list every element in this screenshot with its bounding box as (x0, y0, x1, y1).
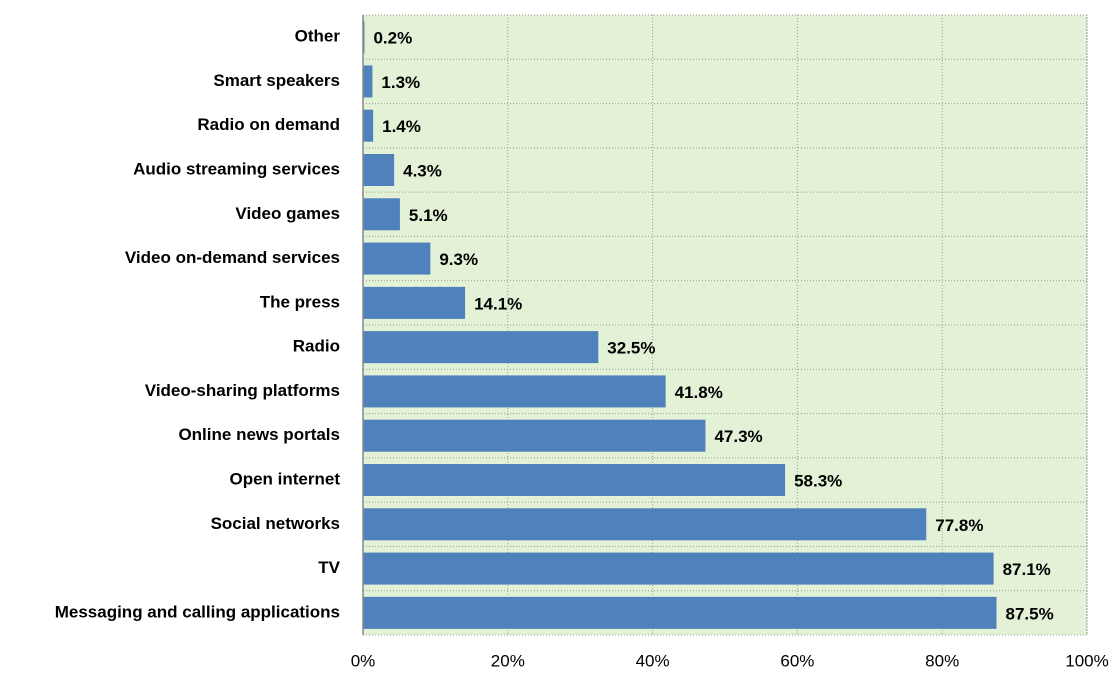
bar (363, 65, 373, 98)
category-label: The press (260, 292, 340, 311)
bar (363, 419, 706, 452)
bar (363, 198, 400, 231)
value-label: 0.2% (373, 29, 412, 48)
category-label: Radio on demand (197, 115, 340, 134)
x-tick-label: 100% (1065, 651, 1108, 670)
bar (363, 464, 786, 496)
category-label: Messaging and calling applications (55, 602, 340, 621)
bar (363, 109, 374, 142)
category-label: Video games (235, 204, 340, 223)
category-label: Online news portals (178, 425, 340, 444)
bar (363, 596, 997, 629)
category-label: TV (318, 558, 340, 577)
category-label: Other (295, 27, 341, 46)
value-label: 5.1% (409, 206, 448, 225)
bar (363, 242, 431, 275)
value-label: 77.8% (935, 516, 983, 535)
category-label: Open internet (229, 469, 340, 488)
value-label: 32.5% (607, 339, 655, 358)
value-label: 1.3% (381, 73, 420, 92)
value-label: 9.3% (439, 250, 478, 269)
bar (363, 286, 466, 319)
value-label: 47.3% (714, 427, 762, 446)
bar (363, 552, 994, 585)
category-label: Radio (293, 337, 340, 356)
x-tick-label: 40% (636, 651, 670, 670)
x-tick-label: 0% (351, 651, 376, 670)
category-label: Smart speakers (213, 71, 340, 90)
bar (363, 508, 927, 541)
category-label: Audio streaming services (133, 159, 340, 178)
value-label: 41.8% (675, 383, 723, 402)
value-label: 58.3% (794, 471, 842, 490)
value-label: 87.5% (1006, 604, 1054, 623)
value-label: 14.1% (474, 294, 522, 313)
x-tick-label: 20% (491, 651, 525, 670)
x-tick-label: 80% (925, 651, 959, 670)
bar (363, 154, 395, 186)
category-label: Video-sharing platforms (145, 381, 340, 400)
value-label: 1.4% (382, 117, 421, 136)
category-label: Video on-demand services (125, 248, 340, 267)
bar (363, 331, 599, 364)
value-label: 4.3% (403, 161, 442, 180)
x-tick-label: 60% (780, 651, 814, 670)
bar (363, 375, 666, 408)
category-label: Social networks (211, 514, 340, 533)
value-label: 87.1% (1003, 560, 1051, 579)
